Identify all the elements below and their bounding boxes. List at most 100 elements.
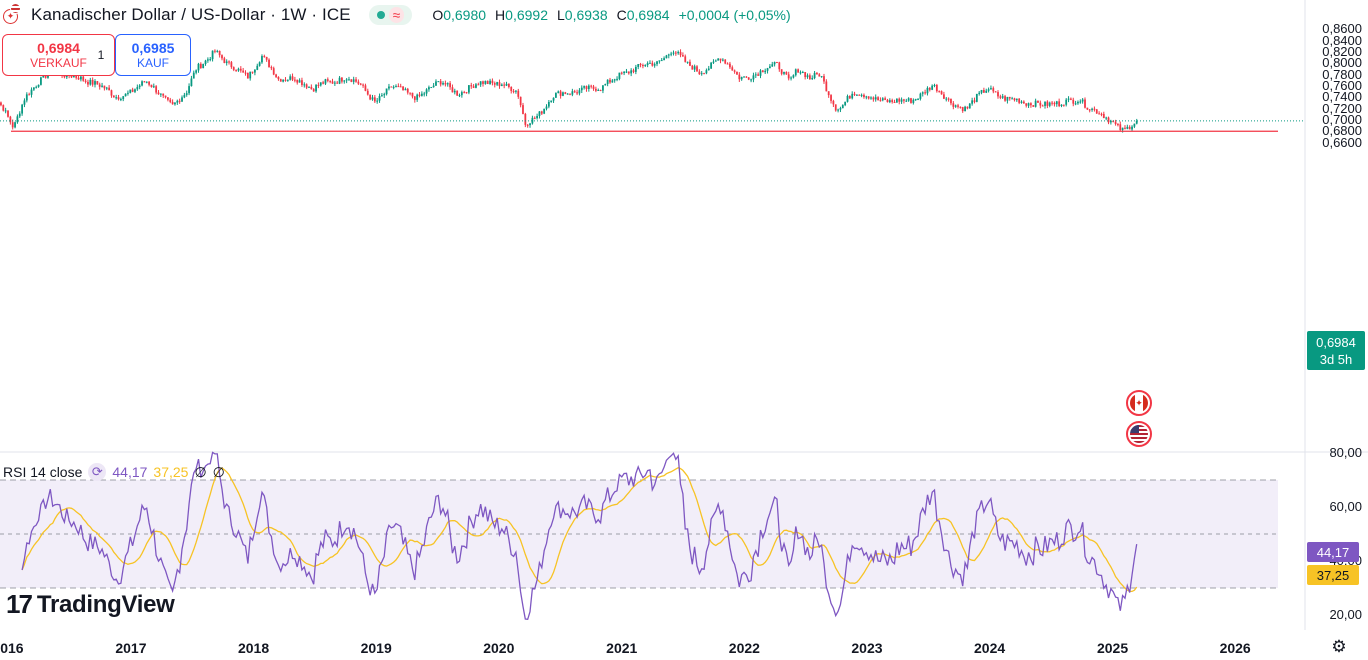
candle bbox=[98, 82, 101, 90]
candle bbox=[677, 50, 680, 55]
rsi-legend[interactable]: RSI 14 close ⟳ 44,17 37,25 ∅ ∅ bbox=[3, 463, 225, 481]
candle bbox=[190, 75, 193, 87]
candle-body bbox=[42, 75, 45, 78]
candle bbox=[1124, 125, 1126, 130]
candle bbox=[684, 54, 687, 63]
candle-body bbox=[115, 97, 118, 99]
candle-body bbox=[681, 55, 684, 57]
candle bbox=[333, 80, 336, 86]
candle bbox=[477, 82, 480, 86]
candle-body bbox=[350, 79, 353, 82]
candle bbox=[35, 85, 38, 89]
candle bbox=[326, 77, 329, 83]
candle-body bbox=[710, 62, 713, 69]
candle bbox=[966, 106, 969, 110]
candle-body bbox=[425, 89, 428, 94]
candle bbox=[1102, 111, 1105, 119]
candle bbox=[900, 97, 903, 104]
candle bbox=[242, 67, 245, 73]
candle bbox=[357, 79, 360, 85]
candle bbox=[1044, 101, 1046, 109]
candle bbox=[127, 90, 129, 96]
candle bbox=[512, 89, 515, 94]
candle bbox=[808, 73, 811, 80]
candle-body bbox=[500, 84, 503, 87]
candle-body bbox=[677, 51, 680, 54]
buy-button[interactable]: 0,6985 KAUF bbox=[115, 34, 191, 76]
candle bbox=[315, 84, 317, 93]
candle bbox=[863, 93, 865, 99]
candle-body bbox=[994, 91, 997, 93]
candle-body bbox=[98, 84, 101, 87]
candle bbox=[1053, 101, 1056, 107]
candle-body bbox=[105, 87, 108, 89]
candle-body bbox=[820, 76, 823, 78]
buy-label: KAUF bbox=[136, 56, 169, 70]
candle-body bbox=[246, 72, 249, 79]
candle bbox=[282, 79, 285, 83]
candle-body bbox=[557, 91, 560, 94]
candle-body bbox=[195, 70, 198, 73]
usa-flag-icon[interactable] bbox=[1126, 421, 1152, 447]
candle bbox=[444, 80, 447, 87]
rsi-ma-value-tag: 37,25 bbox=[1307, 565, 1359, 585]
time-tick-label: 2018 bbox=[237, 640, 270, 656]
canada-flag-icon[interactable]: ✦ bbox=[1126, 390, 1152, 416]
candle-body bbox=[1020, 101, 1023, 103]
sell-button[interactable]: 0,6984 VERKAUF bbox=[2, 34, 115, 76]
candle bbox=[355, 77, 357, 83]
candle bbox=[609, 77, 611, 84]
candle-body bbox=[1006, 96, 1009, 101]
candle-body bbox=[1128, 126, 1131, 130]
candle bbox=[348, 76, 350, 81]
candle-body bbox=[957, 105, 959, 107]
candle-body bbox=[1053, 102, 1056, 105]
candle-body bbox=[729, 63, 731, 68]
candle bbox=[538, 111, 541, 119]
candle bbox=[717, 58, 720, 61]
candle-body bbox=[357, 81, 360, 84]
candle-body bbox=[167, 97, 169, 100]
candle-body bbox=[740, 77, 743, 80]
candle bbox=[1081, 97, 1084, 104]
candle-body bbox=[359, 83, 362, 85]
candle bbox=[329, 80, 332, 84]
candle-body bbox=[834, 104, 837, 111]
symbol-title[interactable]: Kanadischer Dollar / US-Dollar · 1W · IC… bbox=[31, 5, 351, 24]
price-tick-label: 0,8400 bbox=[1322, 32, 1362, 48]
ohlc-high-key: H bbox=[495, 7, 506, 23]
candle-body bbox=[150, 84, 153, 88]
candle bbox=[731, 65, 734, 71]
currency-pair-flags-icon[interactable]: ✦ bbox=[3, 3, 29, 27]
candle bbox=[663, 56, 665, 61]
candle bbox=[251, 71, 254, 74]
market-status[interactable]: ≈ bbox=[368, 5, 413, 25]
candle bbox=[733, 69, 736, 74]
candle bbox=[599, 89, 602, 92]
candle bbox=[423, 91, 426, 97]
candle bbox=[837, 108, 839, 113]
candle-body bbox=[903, 99, 905, 101]
candle bbox=[750, 78, 752, 83]
candle bbox=[145, 81, 148, 84]
settings-gear-icon[interactable]: ⚙ bbox=[1331, 637, 1347, 656]
candle-body bbox=[1114, 122, 1117, 125]
tradingview-logo[interactable]: 17 TradingView bbox=[6, 589, 175, 620]
candle-body bbox=[14, 122, 16, 128]
candle bbox=[689, 59, 691, 67]
candle-body bbox=[1117, 124, 1119, 126]
candle-body bbox=[35, 86, 38, 88]
candle-body bbox=[112, 95, 115, 98]
rsi-indicator-name[interactable]: RSI 14 close bbox=[3, 464, 83, 480]
quantity-value[interactable]: 1 bbox=[97, 48, 105, 62]
candle-body bbox=[990, 88, 992, 90]
candle-body bbox=[338, 77, 341, 84]
candle-body bbox=[298, 80, 301, 83]
candle-body bbox=[336, 82, 339, 84]
candle-body bbox=[794, 69, 797, 76]
rsi-refresh-icon[interactable]: ⟳ bbox=[88, 463, 107, 481]
rsi-na-2: ∅ bbox=[212, 463, 225, 480]
candle bbox=[420, 91, 423, 97]
candle-body bbox=[1008, 96, 1011, 99]
